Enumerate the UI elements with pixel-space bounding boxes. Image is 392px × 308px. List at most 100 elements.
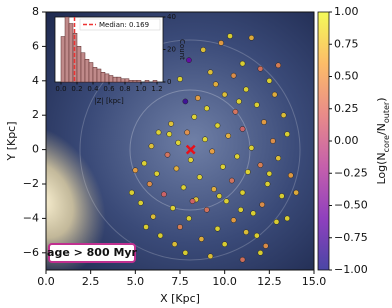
histogram-bar [108,75,114,83]
colorbar-tick-label: 0.25 [334,102,359,115]
y-tick-label: 8 [32,5,39,18]
x-axis-label: X [Kpc] [160,292,200,305]
data-point [137,200,144,206]
inset-y-tick-label: 40 [167,13,176,21]
data-point [182,249,189,256]
inset-x-tick-label: 1.0 [135,85,146,93]
data-point [220,163,226,170]
histogram-bar [132,80,138,83]
data-point [275,62,282,69]
data-point [203,206,210,213]
colorbar-tick-label: −1.00 [334,263,368,276]
data-point [223,198,230,205]
annotation: age > 800 Myr [47,246,138,259]
data-point [221,241,228,248]
data-point [143,224,149,230]
data-point [234,153,241,160]
data-point [228,177,235,184]
data-point [293,189,299,196]
data-point [266,77,273,84]
data-point [221,91,228,98]
histogram-bar [120,78,126,83]
data-point [248,145,255,151]
colorbar-tick-label: 0.50 [334,70,359,83]
histogram-bar [112,76,118,83]
data-point [157,232,164,239]
data-point [287,172,294,179]
data-point [270,138,276,144]
inset-y-axis-label: Count [178,39,186,60]
data-point [275,155,282,162]
data-point [207,69,214,76]
legend-box [79,18,161,31]
data-point [177,224,183,230]
x-tick-label: 12.5 [257,275,282,288]
data-point [216,193,223,199]
colorbar-tick-label: −0.50 [334,199,368,212]
inset-y-tick-label: 20 [167,46,176,54]
data-point [164,151,171,158]
y-tick-label: 0 [32,143,39,156]
data-point [230,217,237,223]
histogram-bar [64,16,70,83]
data-point [239,126,246,132]
histogram-bar [152,80,158,83]
inset-x-tick-label: 0.4 [87,85,99,93]
colorbar-label-part: core [382,135,391,152]
colorbar-label-part: outer [382,101,391,123]
data-point [212,81,219,88]
data-point [227,33,233,39]
data-point [187,157,194,163]
data-point [261,119,267,125]
inset-x-tick-label: 0.2 [71,85,82,93]
data-point [257,65,264,72]
histogram-bar [128,80,134,83]
data-point [170,205,176,211]
data-point [253,232,260,239]
data-point [259,201,266,208]
data-point [262,243,269,249]
data-point [146,181,153,187]
histogram-bar [100,72,106,83]
y-tick-label: 6 [32,39,39,52]
histogram-bar [68,23,74,83]
data-point [175,139,182,146]
data-point [177,76,183,82]
data-point [182,98,189,105]
data-point [280,112,287,119]
data-point [195,95,201,101]
y-tick-label: −2 [23,177,39,190]
data-point [153,170,160,177]
data-point [284,215,291,222]
data-point [271,91,278,98]
x-tick-label: 7.5 [171,275,189,288]
data-point [257,249,264,256]
data-point [202,136,208,143]
data-point [273,218,280,225]
data-point [211,186,217,193]
data-point [128,189,135,196]
colorbar-tick-label: −0.25 [334,166,368,179]
data-point [239,256,246,263]
sun-marker [185,144,196,155]
data-point [248,34,255,41]
y-tick-label: 4 [32,74,39,87]
colorbar-tick-label: 0.75 [334,37,359,50]
data-point [278,193,285,199]
histogram-bar [104,73,110,83]
data-point [203,105,210,112]
data-point [236,98,242,105]
data-point [191,114,198,120]
inset-plot: Median: 0.169 0.0 0.2 0.4 0.6 0.8 1.0 1.2 0 20 40 |… [54,13,186,105]
inset-x-tick-label: 0.8 [119,85,130,93]
data-point [250,210,257,217]
legend-label: Median: 0.169 [99,21,149,29]
data-point [207,253,214,260]
inset-x-tick-label: 0.0 [55,85,66,93]
histogram-bar [76,46,82,83]
data-point [200,46,207,53]
main-plot: 0.0 2.5 5.0 7.5 10.0 12.5 15.0 −6 −4 −2 0 2 4 6 8 X [Kp… [5,5,391,305]
data-point [186,215,192,222]
inset-x-tick-label: 0.6 [103,85,115,93]
